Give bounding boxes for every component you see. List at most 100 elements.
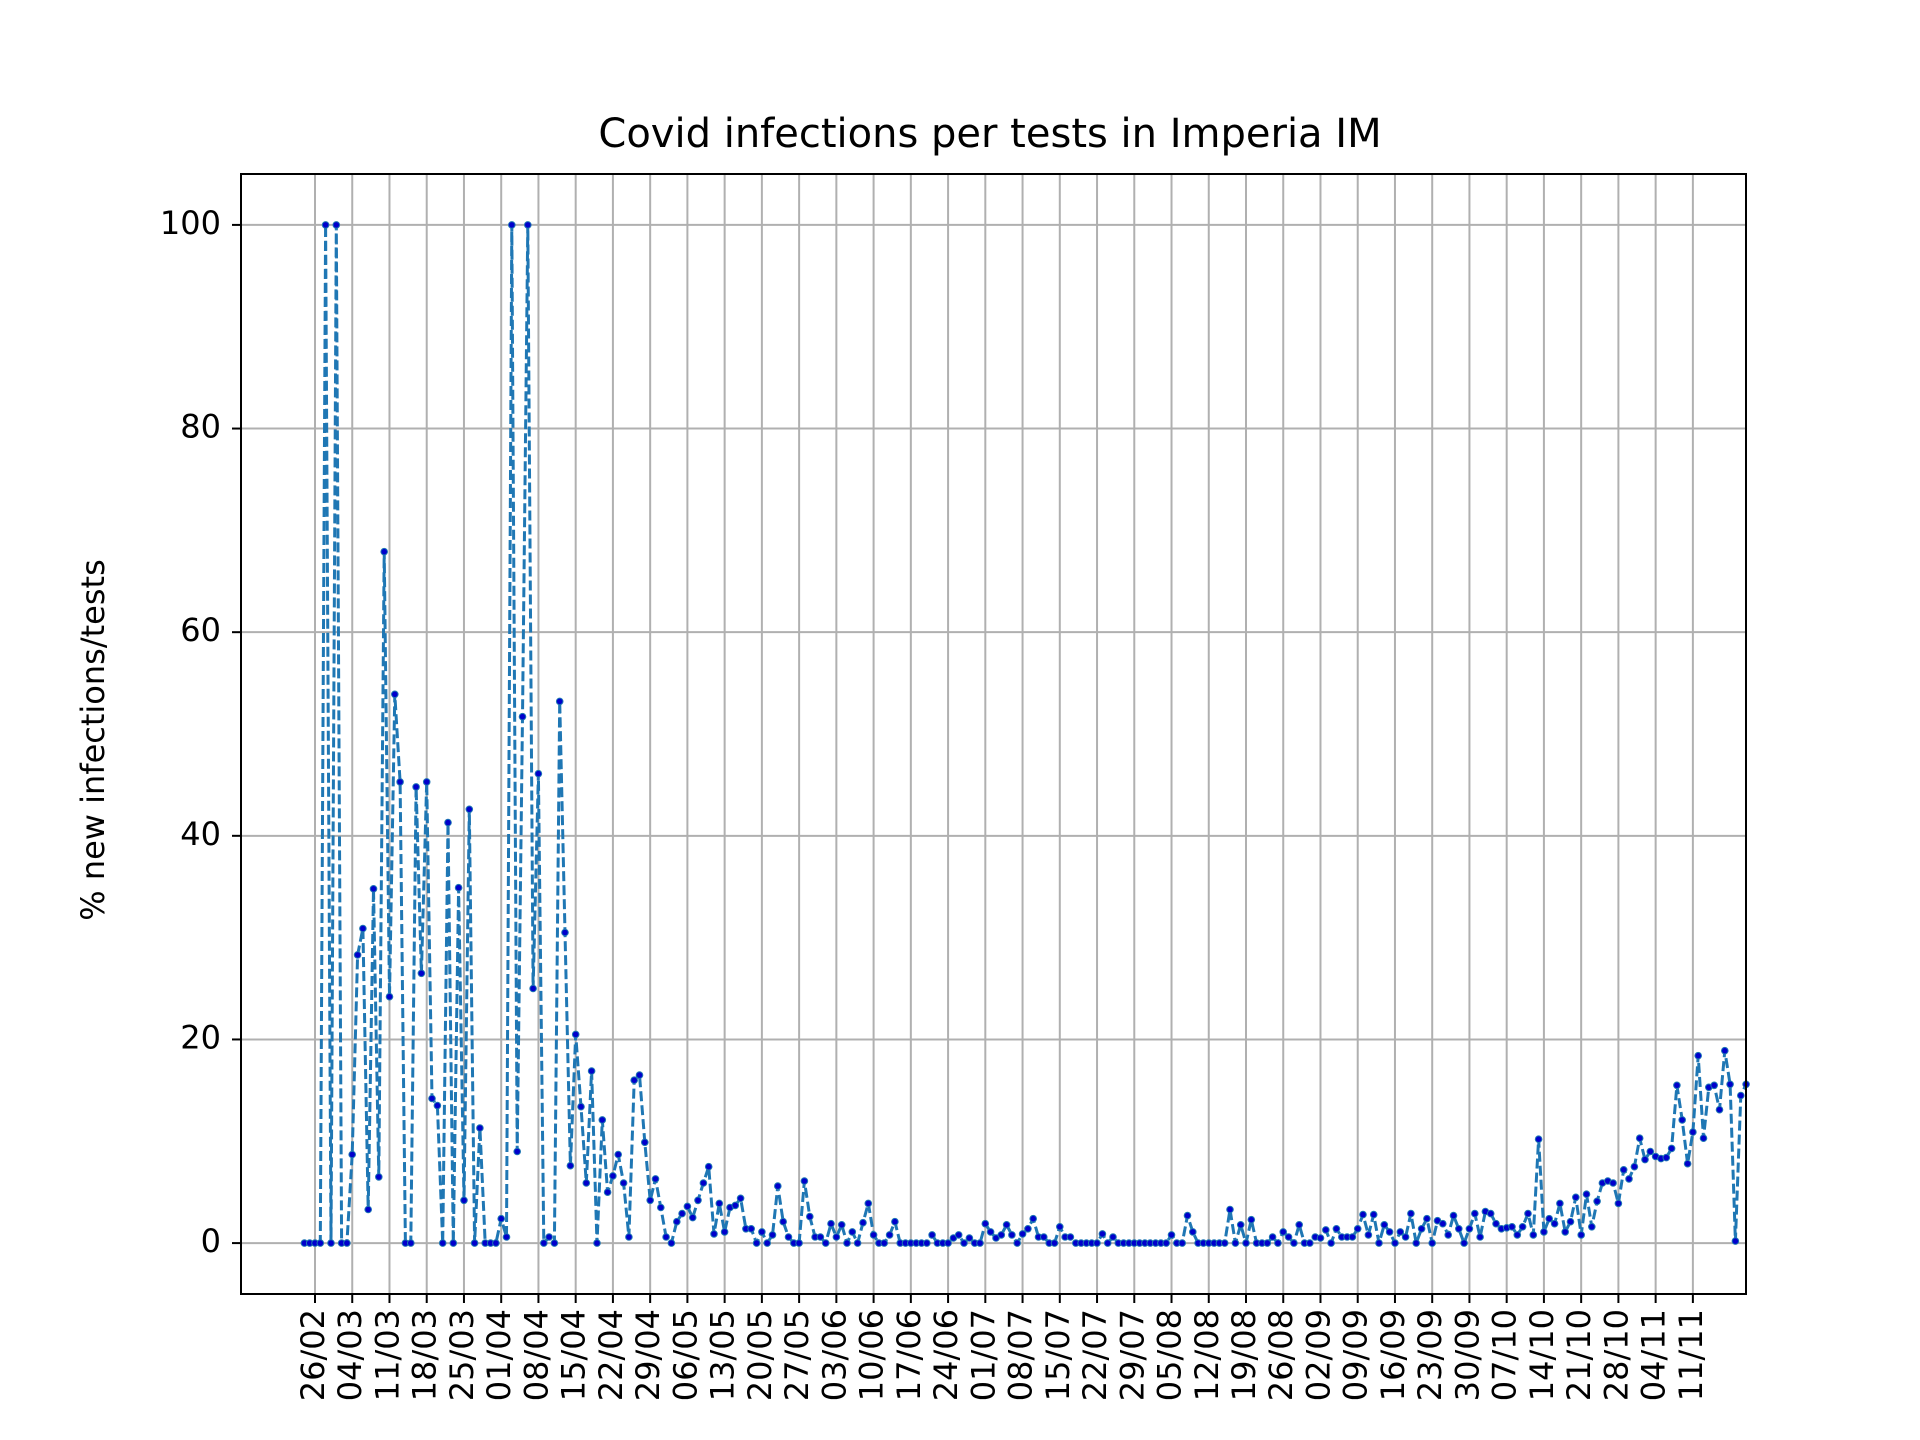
data-point: [1518, 1223, 1527, 1231]
data-point: [1678, 1116, 1686, 1124]
x-tick-label: 15/07: [1039, 1309, 1077, 1401]
x-tick-label: 25/03: [443, 1309, 481, 1401]
data-point: [343, 1239, 351, 1247]
chart-title: Covid infections per tests in Imperia IM: [598, 111, 1381, 157]
data-point: [619, 1179, 628, 1187]
data-point: [1167, 1231, 1176, 1239]
y-tick-label: 40: [180, 815, 221, 853]
data-point: [353, 951, 362, 959]
data-point: [1710, 1081, 1718, 1090]
data-point: [928, 1231, 936, 1239]
data-point: [641, 1138, 649, 1147]
data-point: [625, 1233, 633, 1241]
data-point: [1662, 1153, 1671, 1162]
x-tick-label: 29/07: [1113, 1309, 1151, 1401]
x-tick-label: 04/03: [331, 1309, 369, 1401]
data-point: [1098, 1230, 1107, 1238]
data-point: [524, 221, 532, 229]
data-point: [513, 1147, 522, 1156]
data-point: [944, 1239, 952, 1247]
x-tick-label: 07/10: [1486, 1309, 1524, 1401]
data-point: [923, 1239, 931, 1247]
data-point: [1508, 1223, 1516, 1231]
data-point: [752, 1239, 761, 1247]
data-point: [1641, 1155, 1649, 1164]
data-point: [1417, 1225, 1426, 1233]
data-point: [779, 1217, 788, 1226]
data-point: [1369, 1210, 1378, 1219]
x-tick-label: 04/11: [1635, 1309, 1673, 1401]
data-point: [1715, 1105, 1724, 1114]
data-point: [593, 1239, 601, 1247]
data-point: [1220, 1239, 1229, 1247]
data-point: [1566, 1217, 1575, 1226]
data-point: [614, 1150, 623, 1159]
data-point: [1476, 1233, 1484, 1241]
data-point: [1646, 1147, 1655, 1156]
data-point: [454, 883, 463, 892]
x-tick-label: 18/03: [406, 1309, 444, 1401]
x-tick-label: 11/11: [1672, 1309, 1710, 1401]
y-axis-label: % new infections/tests: [74, 559, 112, 920]
data-point: [332, 221, 341, 229]
data-point: [428, 1094, 436, 1103]
data-point: [704, 1162, 713, 1171]
data-point: [1630, 1162, 1639, 1171]
data-point: [986, 1228, 995, 1236]
grid-layer: [241, 174, 1746, 1294]
data-point: [407, 1239, 415, 1247]
data-point: [885, 1231, 894, 1239]
x-tick-label: 01/04: [480, 1309, 518, 1401]
data-point: [1018, 1230, 1027, 1238]
data-point: [651, 1175, 660, 1183]
x-tick-label: 10/06: [853, 1309, 891, 1401]
data-point: [540, 1239, 548, 1247]
data-point: [555, 697, 564, 706]
data-point: [1050, 1239, 1059, 1247]
data-point: [1029, 1214, 1037, 1223]
data-point: [609, 1172, 617, 1180]
data-point: [369, 885, 378, 893]
data-point: [800, 1177, 809, 1185]
data-point: [1609, 1179, 1617, 1187]
data-point: [1295, 1221, 1303, 1229]
data-point: [837, 1221, 846, 1229]
data-point: [412, 783, 420, 791]
data-point: [859, 1218, 867, 1227]
data-point: [1322, 1226, 1330, 1234]
data-point: [720, 1228, 729, 1236]
data-point: [364, 1205, 373, 1214]
data-point: [566, 1161, 575, 1170]
data-point: [1619, 1166, 1628, 1174]
data-point: [821, 1239, 830, 1247]
x-tick-label: 22/04: [592, 1309, 630, 1401]
data-point: [1423, 1214, 1431, 1223]
data-point: [545, 1233, 553, 1241]
data-point: [1391, 1239, 1399, 1247]
data-point: [1486, 1209, 1495, 1218]
data-point: [784, 1233, 793, 1241]
data-point: [561, 928, 569, 937]
data-point: [954, 1231, 963, 1239]
data-point: [1471, 1209, 1479, 1218]
x-tick-label: 01/07: [964, 1309, 1002, 1401]
x-tick-label: 02/09: [1299, 1309, 1337, 1401]
data-point: [1306, 1239, 1314, 1247]
data-point: [375, 1173, 383, 1181]
y-tick-label: 60: [180, 611, 221, 649]
data-point: [1327, 1239, 1335, 1247]
data-point: [385, 992, 394, 1001]
data-point: [1109, 1233, 1117, 1241]
data-point: [1316, 1234, 1325, 1242]
data-point: [688, 1213, 697, 1222]
data-point: [853, 1239, 862, 1247]
data-point: [1561, 1228, 1569, 1236]
data-point: [1635, 1134, 1644, 1142]
data-point: [678, 1209, 686, 1218]
data-point: [635, 1071, 644, 1079]
data-point: [449, 1239, 458, 1247]
data-point: [1002, 1221, 1011, 1229]
data-point: [710, 1230, 718, 1238]
x-tick-label: 08/07: [1002, 1309, 1040, 1401]
data-point: [1008, 1231, 1016, 1239]
